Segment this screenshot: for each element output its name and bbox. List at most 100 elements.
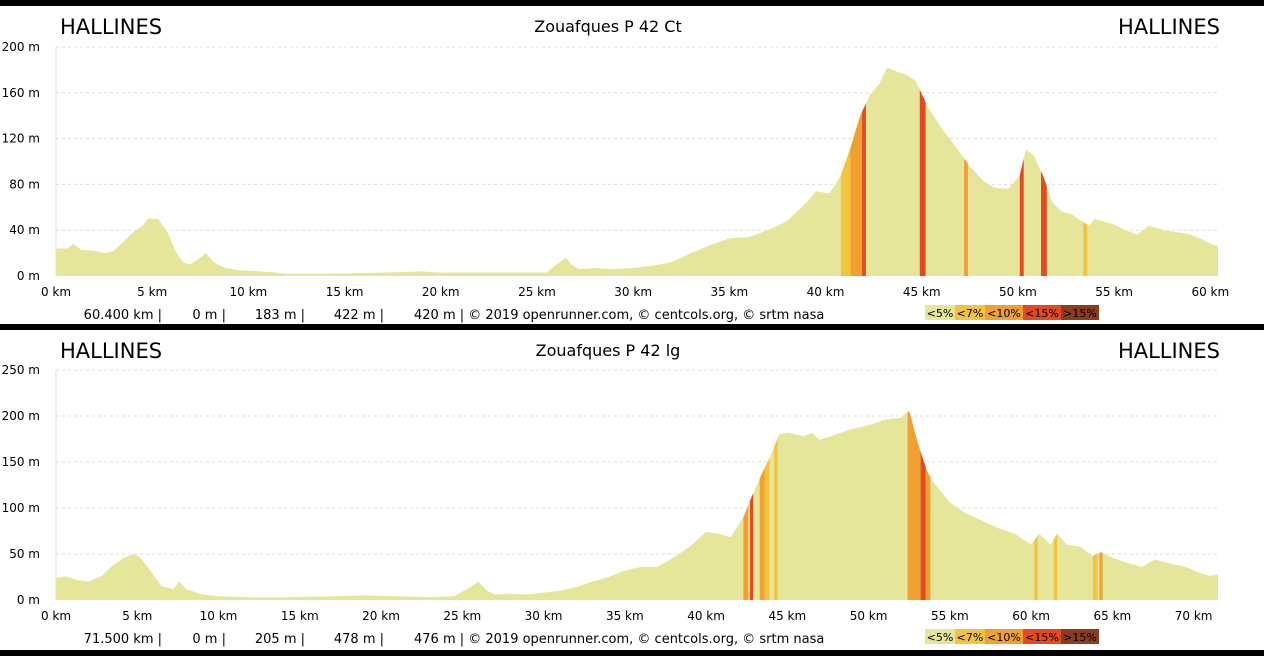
legend-label-gt15: >15%	[1063, 307, 1097, 320]
x-tick-label: 20 km	[362, 609, 400, 623]
stat-total-climb: 422 m |	[334, 308, 384, 323]
y-tick-label: 0 m	[17, 269, 40, 283]
x-tick-label: 50 km	[850, 609, 888, 623]
stat-distance: 71.500 km |	[84, 632, 162, 647]
legend-swatch-lt10	[985, 305, 1023, 320]
x-tick-label: 10 km	[230, 285, 268, 299]
area-layer	[56, 67, 1218, 276]
stats-row: 60.400 km | 0 m | 183 m | 422 m | 420 m …	[84, 308, 825, 323]
y-tick-label: 200 m	[2, 40, 40, 54]
stats-row: 71.500 km | 0 m | 205 m | 478 m | 476 m …	[84, 632, 825, 647]
profile-start-label: HALLINES	[60, 15, 162, 39]
stat-max-elevation: 183 m |	[255, 308, 305, 323]
profile-panel-2-background	[0, 330, 1264, 650]
legend-label-lt7: <7%	[957, 307, 984, 320]
x-tick-label: 60 km	[1191, 285, 1229, 299]
profile-start-label: HALLINES	[60, 339, 162, 363]
y-tick-label: 100 m	[2, 501, 40, 515]
gradient-band-lt15	[919, 89, 926, 276]
x-tick-label: 5 km	[137, 285, 167, 299]
gradient-legend: <5% <7% <10% <15% >15%	[925, 629, 1099, 644]
gradient-band-lt7	[1083, 222, 1088, 276]
y-tick-label: 160 m	[2, 86, 40, 100]
elevation-area	[56, 67, 1218, 276]
gradient-band-lt7	[1053, 533, 1058, 600]
profile-end-label: HALLINES	[1118, 339, 1220, 363]
gradient-band-lt10	[743, 505, 749, 600]
x-tick-label: 50 km	[999, 285, 1037, 299]
legend-label-lt5: <5%	[927, 307, 954, 320]
gradient-band-lt7	[774, 438, 778, 600]
legend-swatch-lt7	[955, 629, 985, 644]
legend-label-lt15: <15%	[1025, 631, 1059, 644]
stat-total-descent-credits: 420 m | © 2019 openrunner.com, © centcol…	[414, 308, 824, 323]
x-tick-label: 55 km	[1095, 285, 1133, 299]
x-tick-label: 10 km	[200, 609, 238, 623]
x-tick-label: 45 km	[903, 285, 941, 299]
y-tick-label: 120 m	[2, 132, 40, 146]
legend-swatch-gt15	[1061, 305, 1099, 320]
x-tick-label: 40 km	[687, 609, 725, 623]
x-tick-label: 25 km	[518, 285, 556, 299]
legend-swatch-gt15	[1061, 629, 1099, 644]
gradient-band-lt10	[850, 111, 863, 276]
gradient-band-lt15	[920, 451, 926, 600]
axis-layer: 0 m 50 m 100 m 150 m 200 m 250 m 0 km 5 km 10 km…	[2, 363, 1213, 623]
y-tick-label: 200 m	[2, 409, 40, 423]
profile-panel-2: HALLINES Zouafques P 42 lg HALLINES 0 m 5…	[2, 339, 1220, 647]
x-tick-label: 55 km	[931, 609, 969, 623]
x-tick-label: 40 km	[807, 285, 845, 299]
x-tick-label: 45 km	[768, 609, 806, 623]
legend-label-lt7: <7%	[957, 631, 984, 644]
gradient-band-lt10	[759, 467, 765, 600]
legend-swatch-lt10	[985, 629, 1023, 644]
gradient-legend: <5% <7% <10% <15% >15%	[925, 305, 1099, 320]
gradient-band-lt7	[1092, 553, 1098, 600]
y-tick-label: 0 m	[17, 593, 40, 607]
x-tick-label: 25 km	[443, 609, 481, 623]
legend-swatch-lt15	[1023, 305, 1061, 320]
x-tick-label: 5 km	[122, 609, 152, 623]
profile-panel-1-background	[0, 6, 1264, 324]
axis-layer: 0 m 40 m 80 m 120 m 160 m 200 m 0 km 5 km 10 km 1…	[2, 40, 1230, 299]
legend-label-lt10: <10%	[987, 631, 1021, 644]
stat-min-elevation: 0 m |	[192, 632, 226, 647]
stat-distance: 60.400 km |	[84, 308, 162, 323]
gradient-band-lt7	[764, 458, 770, 600]
stat-max-elevation: 205 m |	[255, 632, 305, 647]
stat-total-climb: 478 m |	[334, 632, 384, 647]
x-tick-label: 15 km	[281, 609, 319, 623]
profile-end-label: HALLINES	[1118, 15, 1220, 39]
legend-label-gt15: >15%	[1063, 631, 1097, 644]
legend-swatch-lt5	[925, 305, 955, 320]
gradient-band-lt15	[1041, 171, 1047, 276]
x-tick-label: 35 km	[606, 609, 644, 623]
x-tick-label: 35 km	[710, 285, 748, 299]
x-tick-label: 60 km	[1012, 609, 1050, 623]
stat-min-elevation: 0 m |	[192, 308, 226, 323]
profile-title: Zouafques P 42 lg	[536, 341, 681, 360]
x-tick-label: 0 km	[41, 609, 71, 623]
stat-total-descent-credits: 476 m | © 2019 openrunner.com, © centcol…	[414, 632, 824, 647]
legend-swatch-lt5	[925, 629, 955, 644]
y-tick-label: 150 m	[2, 455, 40, 469]
y-tick-label: 40 m	[9, 223, 40, 237]
area-layer	[56, 410, 1218, 600]
y-tick-label: 250 m	[2, 363, 40, 377]
legend-label-lt10: <10%	[987, 307, 1021, 320]
gradient-band-lt15	[749, 493, 754, 600]
x-tick-label: 65 km	[1093, 609, 1131, 623]
y-tick-label: 80 m	[9, 177, 40, 191]
gradient-band-lt10	[907, 412, 921, 600]
x-tick-label: 30 km	[525, 609, 563, 623]
y-tick-label: 50 m	[9, 547, 40, 561]
gradient-band-lt15	[1019, 158, 1024, 276]
gradient-band-lt10	[925, 466, 931, 600]
gradient-band-lt10	[1099, 552, 1103, 600]
legend-swatch-lt7	[955, 305, 985, 320]
gradient-band-lt15	[862, 103, 866, 276]
legend-label-lt5: <5%	[927, 631, 954, 644]
x-tick-label: 20 km	[422, 285, 460, 299]
profile-panel-1: HALLINES Zouafques P 42 Ct HALLINES 0 m 4…	[2, 15, 1230, 323]
